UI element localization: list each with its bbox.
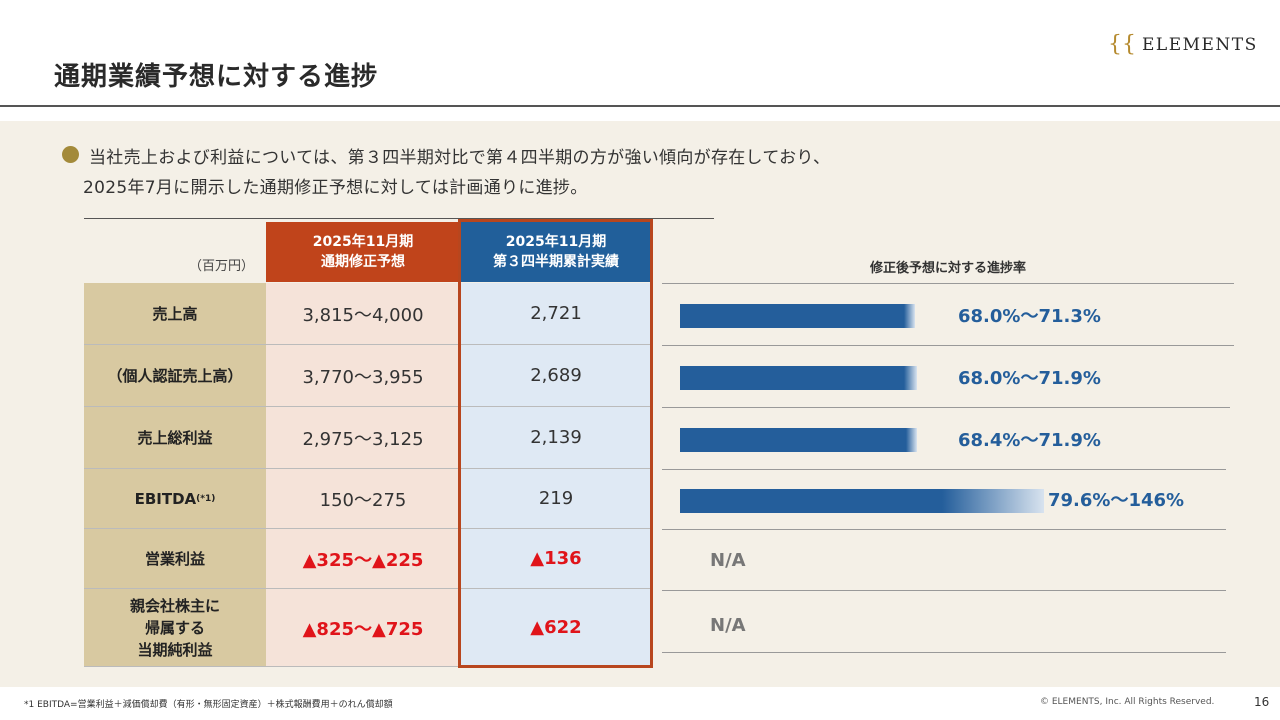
forecast-cell-personal-auth-sales: 3,770～3,955 (266, 345, 460, 407)
header-actual-line-1: 2025年11月期 (505, 234, 607, 250)
logo-mark-icon: {{ (1108, 32, 1136, 57)
row-label-text: 売上総利益 (137, 428, 213, 447)
rate-row-rule (662, 590, 1226, 591)
progress-bar-range (904, 366, 918, 390)
row-label-ebitda: EBITDA (*1) (84, 469, 266, 529)
footnote: *1 EBITDA=営業利益＋減価償却費（有形・無形固定資産）＋株式報酬費用＋の… (24, 700, 393, 710)
row-label-text: 売上高 (152, 304, 198, 323)
progress-bar-low (680, 428, 906, 452)
header-actual: 2025年11月期 第３四半期累計実績 (460, 222, 652, 282)
row-label-text: （個人認証売上高） (107, 366, 243, 385)
slide-header: 通期業績予想に対する進捗 {{ ELEMENTS (0, 0, 1280, 107)
rate-row-rule (662, 652, 1226, 653)
rate-text-sales: 68.0%～71.3% (958, 306, 1101, 327)
header-actual-line-2: 第３四半期累計実績 (493, 254, 619, 270)
rate-row-rule (662, 469, 1226, 470)
rate-top-rule (662, 283, 1234, 284)
rate-text-net-income: N/A (710, 615, 746, 636)
rate-row-rule (662, 407, 1230, 408)
progress-bar-range (942, 489, 1044, 513)
forecast-cell-gross-profit: 2,975～3,125 (266, 407, 460, 469)
rate-text-gross-profit: 68.4%～71.9% (958, 430, 1101, 451)
forecast-cell-net-income: ▲825～▲725 (266, 589, 460, 667)
company-logo: {{ ELEMENTS (1108, 34, 1258, 56)
bullet-line-2: 2025年7月に開示した通期修正予想に対しては計画通りに進捗。 (83, 178, 588, 198)
rate-row-rule (662, 529, 1226, 530)
bullet-dot-icon (62, 146, 79, 163)
bullet-line-1: 当社売上および利益については、第３四半期対比で第４四半期の方が強い傾向が存在して… (89, 148, 831, 168)
summary-bullet: 当社売上および利益については、第３四半期対比で第４四半期の方が強い傾向が存在して… (62, 143, 830, 173)
row-label-line-3: 当期純利益 (137, 640, 213, 659)
row-label-net-income: 親会社株主に 帰属する 当期純利益 (84, 589, 266, 667)
rate-text-ebitda: 79.6%～146% (1048, 490, 1185, 511)
rate-text-operating-income: N/A (710, 550, 746, 571)
header-forecast: 2025年11月期 通期修正予想 (266, 222, 460, 282)
page-title: 通期業績予想に対する進捗 (54, 62, 379, 92)
actual-cell-ebitda: 219 (460, 469, 652, 529)
logo-text: ELEMENTS (1142, 35, 1258, 55)
table-top-rule (84, 218, 714, 219)
progress-bar-low (680, 489, 942, 513)
row-label-gross-profit: 売上総利益 (84, 407, 266, 469)
row-label-line-2: 帰属する (144, 618, 205, 637)
row-label-sales: 売上高 (84, 283, 266, 345)
progress-bar-range (904, 304, 916, 328)
page-number: 16 (1254, 695, 1270, 709)
row-label-personal-auth-sales: （個人認証売上高） (84, 345, 266, 407)
unit-label: （百万円） (188, 259, 254, 274)
forecast-cell-operating-income: ▲325～▲225 (266, 529, 460, 589)
progress-bar-range (905, 428, 918, 452)
copyright: © ELEMENTS, Inc. All Rights Reserved. (1040, 697, 1215, 707)
header-forecast-line-1: 2025年11月期 (312, 234, 414, 250)
progress-bar-low (680, 304, 905, 328)
actual-cell-gross-profit: 2,139 (460, 407, 652, 469)
forecast-cell-sales: 3,815～4,000 (266, 283, 460, 345)
progress-bar-low (680, 366, 905, 390)
actual-cell-personal-auth-sales: 2,689 (460, 345, 652, 407)
footnote-marker: (*1) (196, 493, 216, 504)
forecast-cell-ebitda: 150～275 (266, 469, 460, 529)
row-label-operating-income: 営業利益 (84, 529, 266, 589)
header-divider (0, 105, 1280, 107)
actual-cell-net-income: ▲622 (460, 589, 652, 667)
header-forecast-line-2: 通期修正予想 (321, 254, 405, 270)
actual-cell-operating-income: ▲136 (460, 529, 652, 589)
rate-row-rule (662, 345, 1234, 346)
actual-cell-sales: 2,721 (460, 283, 652, 345)
rate-text-personal-auth-sales: 68.0%～71.9% (958, 368, 1101, 389)
row-label-line-1: 親会社株主に (129, 596, 220, 615)
row-label-text: 営業利益 (144, 549, 205, 568)
header-progress-rate: 修正後予想に対する進捗率 (869, 260, 1026, 276)
row-label-text: EBITDA (134, 489, 197, 508)
